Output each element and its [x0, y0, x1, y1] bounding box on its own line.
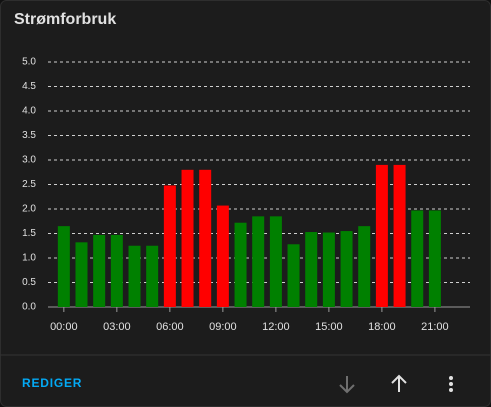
bar	[75, 242, 88, 307]
y-tick-label: 4.5	[22, 81, 36, 92]
x-tick-label: 18:00	[368, 321, 396, 333]
bar	[146, 245, 159, 307]
y-tick-label: 2.0	[22, 204, 36, 215]
bar	[252, 216, 265, 307]
bar	[269, 216, 282, 307]
bar	[128, 245, 141, 307]
y-tick-label: 5.0	[22, 57, 36, 68]
y-tick-label: 2.5	[22, 179, 36, 190]
y-tick-label: 1.0	[22, 253, 36, 264]
arrow-down-icon[interactable]	[339, 376, 355, 394]
x-tick-label: 12:00	[262, 321, 290, 333]
y-tick-label: 0.0	[22, 302, 36, 313]
bar	[375, 164, 388, 307]
bar	[93, 234, 106, 307]
edit-button[interactable]: REDIGER	[22, 376, 82, 390]
menu-icon[interactable]	[449, 376, 453, 392]
bar	[216, 205, 229, 307]
y-tick-label: 3.0	[22, 155, 36, 166]
x-tick-label: 15:00	[315, 321, 343, 333]
x-tick-label: 00:00	[50, 321, 78, 333]
card-title: Strømforbruk	[14, 11, 116, 28]
bar	[358, 226, 371, 307]
bar	[340, 231, 353, 307]
y-tick-label: 0.5	[22, 277, 36, 288]
bar	[234, 222, 247, 307]
bar	[393, 164, 406, 307]
bar	[322, 232, 335, 307]
bar	[110, 234, 123, 307]
bar	[163, 185, 176, 307]
bar	[287, 244, 300, 307]
x-tick-label: 03:00	[103, 321, 131, 333]
y-tick-label: 3.5	[22, 130, 36, 141]
bar	[305, 232, 318, 307]
x-tick-label: 21:00	[421, 321, 449, 333]
bar	[57, 226, 70, 307]
bar	[199, 169, 212, 307]
y-tick-label: 1.5	[22, 228, 36, 239]
x-tick-label: 06:00	[156, 321, 184, 333]
x-tick-label: 09:00	[209, 321, 237, 333]
bar	[428, 210, 441, 307]
arrow-up-icon[interactable]	[391, 374, 407, 392]
y-tick-label: 4.0	[22, 106, 36, 117]
bar	[181, 169, 194, 307]
bar	[411, 210, 424, 307]
